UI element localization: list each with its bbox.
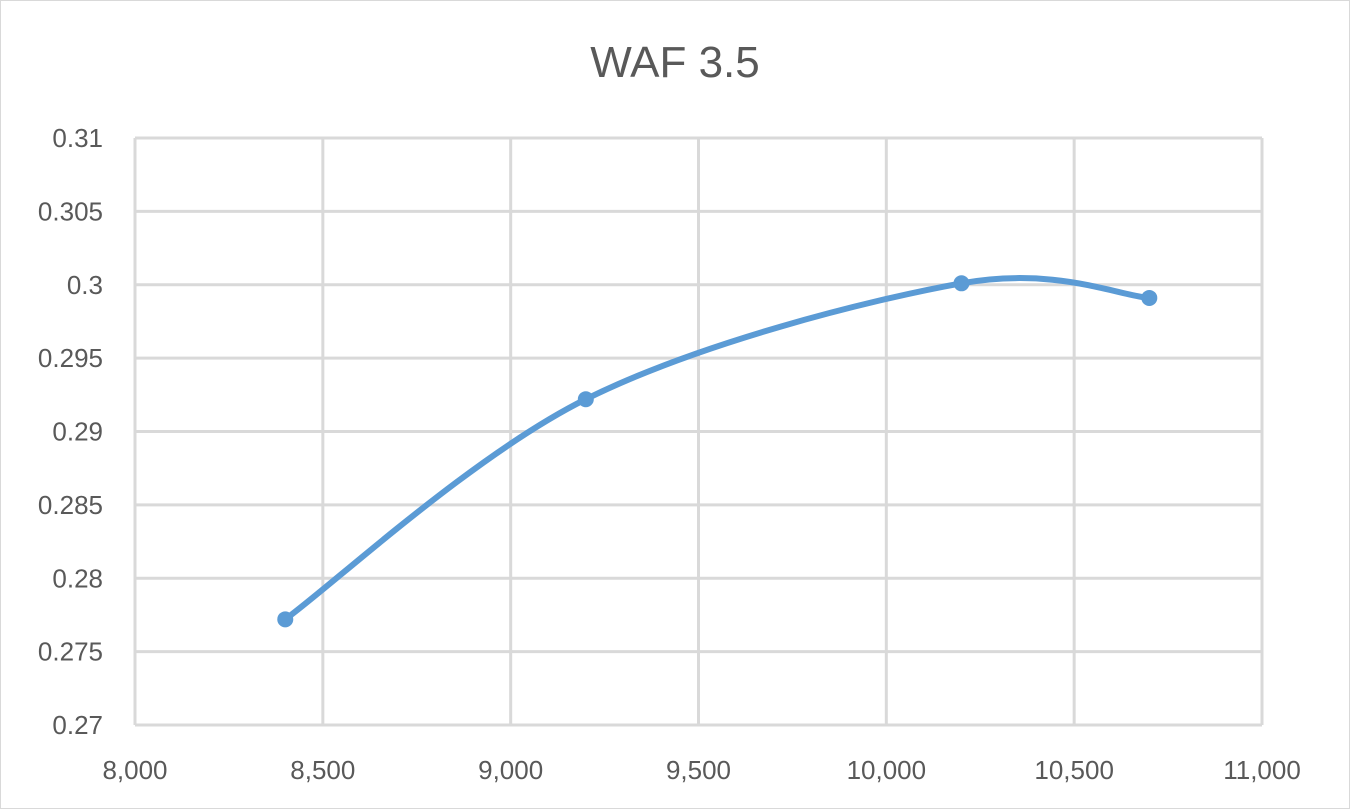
y-tick-label: 0.295 <box>38 343 103 373</box>
x-tick-label: 10,500 <box>1034 755 1114 785</box>
data-point <box>1141 289 1158 306</box>
y-tick-label: 0.285 <box>38 490 103 520</box>
y-tick-label: 0.31 <box>52 123 103 153</box>
x-tick-label: 9,000 <box>478 755 543 785</box>
x-tick-label: 8,500 <box>290 755 355 785</box>
x-tick-label: 8,000 <box>102 755 167 785</box>
chart-title: WAF 3.5 <box>590 38 760 87</box>
series-line <box>282 275 1153 623</box>
x-tick-label: 11,000 <box>1223 755 1301 785</box>
y-tick-label: 0.3 <box>67 270 103 300</box>
y-tick-label: 0.27 <box>52 710 103 740</box>
x-tick-label: 9,500 <box>666 755 731 785</box>
y-tick-label: 0.29 <box>52 417 103 447</box>
y-tick-label: 0.275 <box>38 637 103 667</box>
data-point <box>277 611 294 628</box>
data-point <box>577 391 594 408</box>
y-tick-label: 0.28 <box>52 563 103 593</box>
data-point <box>953 275 970 292</box>
y-tick-label: 0.305 <box>38 196 103 226</box>
x-tick-label: 10,000 <box>847 755 927 785</box>
